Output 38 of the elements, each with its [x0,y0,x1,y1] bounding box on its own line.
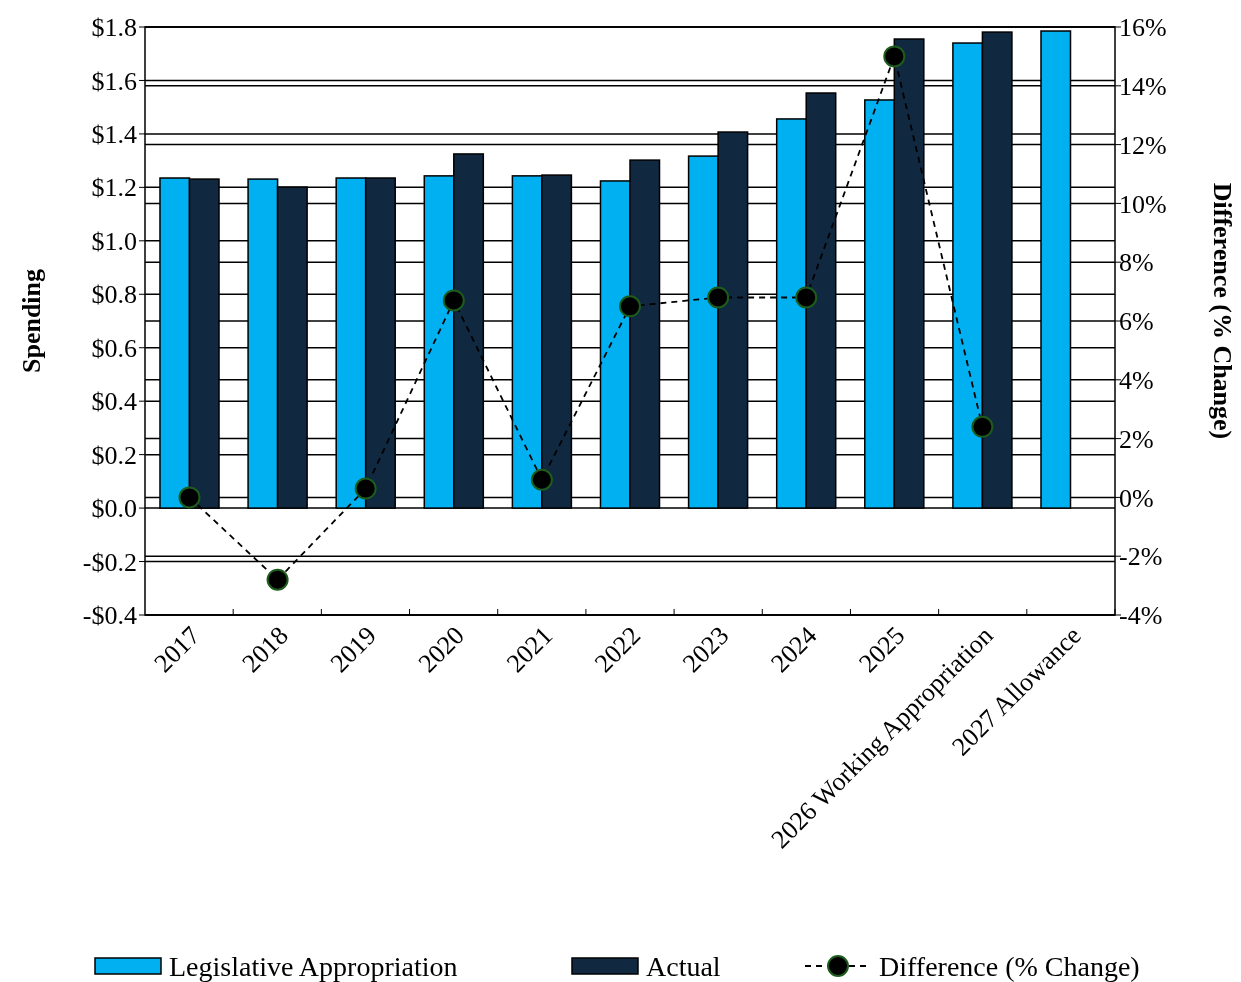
y-tick-label: $0.6 [91,333,137,363]
y2-tick-label: 8% [1119,248,1154,278]
y2-tick-label: 12% [1119,130,1167,160]
point [178,486,201,509]
y2-tick-label: -4% [1119,601,1163,631]
y2-axis-title: Difference (% Change) [1208,182,1237,440]
y2-tick-label: -2% [1119,542,1163,572]
y2-tick-label: 10% [1119,189,1167,219]
point [530,468,553,491]
y-tick-label: $1.6 [91,66,137,96]
y2-tick-label: 14% [1119,71,1167,101]
y-tick-label: $1.2 [91,173,137,203]
point [266,568,289,591]
y-tick-label: $0.0 [91,494,137,524]
legend-label: Difference (% Change) [879,950,1140,982]
point [619,295,641,318]
point [795,286,818,309]
y-tick-label: $0.2 [91,440,137,470]
legend-label: Actual [646,950,721,982]
point [707,286,730,309]
y2-tick-label: 2% [1119,424,1154,454]
point [354,477,377,500]
y-tick-label: $1.8 [91,13,137,43]
y-tick-label: -$0.4 [82,601,137,631]
legend-label: Legislative Appropriation [169,950,458,982]
y-axis-title: Spending [17,268,46,374]
y-tick-label: $1.0 [91,226,137,256]
y2-tick-label: 16% [1119,13,1167,43]
point [971,415,994,438]
y2-tick-label: 4% [1119,365,1154,395]
y2-tick-label: 0% [1119,483,1154,513]
y-tick-label: -$0.2 [82,547,137,577]
y-tick-label: $0.8 [91,280,137,310]
y2-tick-label: 6% [1119,307,1154,337]
y-tick-label: $0.4 [91,387,137,417]
y-tick-label: $1.4 [91,120,137,150]
point [883,45,906,68]
point [442,289,465,312]
